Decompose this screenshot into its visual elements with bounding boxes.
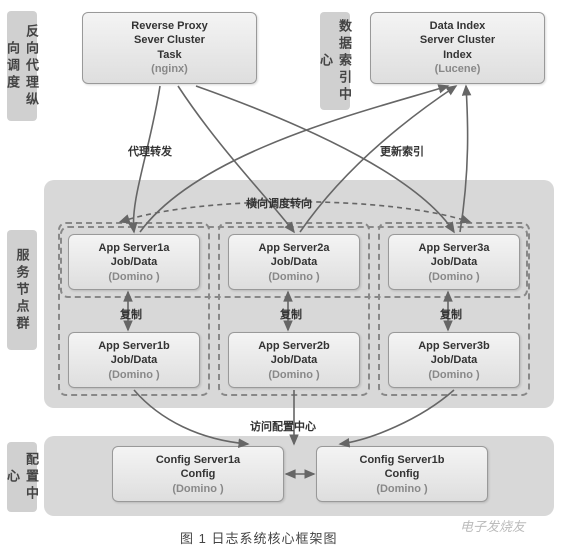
label-update-index: 更新索引 (380, 143, 424, 159)
node-data-index: Data IndexServer ClusterIndex(Lucene) (370, 12, 545, 84)
node-line: App Server2b (233, 339, 355, 353)
node-line: Index (375, 48, 540, 62)
side-label-data-index: 数据索引中心 (320, 12, 350, 110)
node-line: Reverse Proxy (87, 19, 252, 33)
side-label-text: 数据索引中心 (316, 18, 354, 104)
label-proxy-forward: 代理转发 (128, 143, 172, 159)
side-label-reverse-proxy: 反向代理纵向调度 (7, 11, 37, 121)
node-line: App Server1b (73, 339, 195, 353)
node-line: Job/Data (73, 353, 195, 367)
side-label-services: 服务节点群 (7, 230, 37, 350)
node-subtext: (Domino ) (73, 270, 195, 284)
node-line: App Server3b (393, 339, 515, 353)
side-label-text: 配置中心 (3, 448, 41, 506)
node-line: App Server2a (233, 241, 355, 255)
node-subtext: (Lucene) (375, 62, 540, 76)
side-label-text: 服务节点群 (13, 248, 32, 333)
node-line: Job/Data (393, 255, 515, 269)
node-line: Sever Cluster (87, 33, 252, 47)
node-line: Job/Data (393, 353, 515, 367)
node-app1b: App Server1bJob/Data(Domino ) (68, 332, 200, 388)
label-replicate2: 复制 (280, 306, 302, 322)
node-line: Config (117, 467, 279, 481)
node-line: Data Index (375, 19, 540, 33)
node-app3a: App Server3aJob/Data(Domino ) (388, 234, 520, 290)
node-line: Job/Data (233, 353, 355, 367)
node-subtext: (Domino ) (393, 368, 515, 382)
node-line: Server Cluster (375, 33, 540, 47)
node-reverse-proxy: Reverse ProxySever ClusterTask(nginx) (82, 12, 257, 84)
node-line: Job/Data (73, 255, 195, 269)
node-app2a: App Server2aJob/Data(Domino ) (228, 234, 360, 290)
node-subtext: (Domino ) (321, 482, 483, 496)
node-app3b: App Server3bJob/Data(Domino ) (388, 332, 520, 388)
node-app1a: App Server1aJob/Data(Domino ) (68, 234, 200, 290)
node-subtext: (Domino ) (393, 270, 515, 284)
label-replicate3: 复制 (440, 306, 462, 322)
label-access-config: 访问配置中心 (250, 418, 316, 434)
node-subtext: (Domino ) (233, 270, 355, 284)
node-line: Task (87, 48, 252, 62)
node-line: Job/Data (233, 255, 355, 269)
node-line: App Server3a (393, 241, 515, 255)
node-subtext: (Domino ) (73, 368, 195, 382)
node-app2b: App Server2bJob/Data(Domino ) (228, 332, 360, 388)
label-horizontal-sched: 横向调度转向 (246, 195, 312, 211)
node-config1b: Config Server1bConfig(Domino ) (316, 446, 488, 502)
node-config1a: Config Server1aConfig(Domino ) (112, 446, 284, 502)
node-line: App Server1a (73, 241, 195, 255)
node-line: Config Server1a (117, 453, 279, 467)
figure-caption: 图 1 日志系统核心框架图 (180, 528, 337, 547)
node-line: Config Server1b (321, 453, 483, 467)
node-line: Config (321, 467, 483, 481)
node-subtext: (Domino ) (117, 482, 279, 496)
side-label-config: 配置中心 (7, 442, 37, 512)
side-label-text: 反向代理纵向调度 (3, 17, 41, 115)
label-replicate1: 复制 (120, 306, 142, 322)
node-subtext: (nginx) (87, 62, 252, 76)
node-subtext: (Domino ) (233, 368, 355, 382)
watermark: 电子发烧友 (460, 516, 525, 535)
